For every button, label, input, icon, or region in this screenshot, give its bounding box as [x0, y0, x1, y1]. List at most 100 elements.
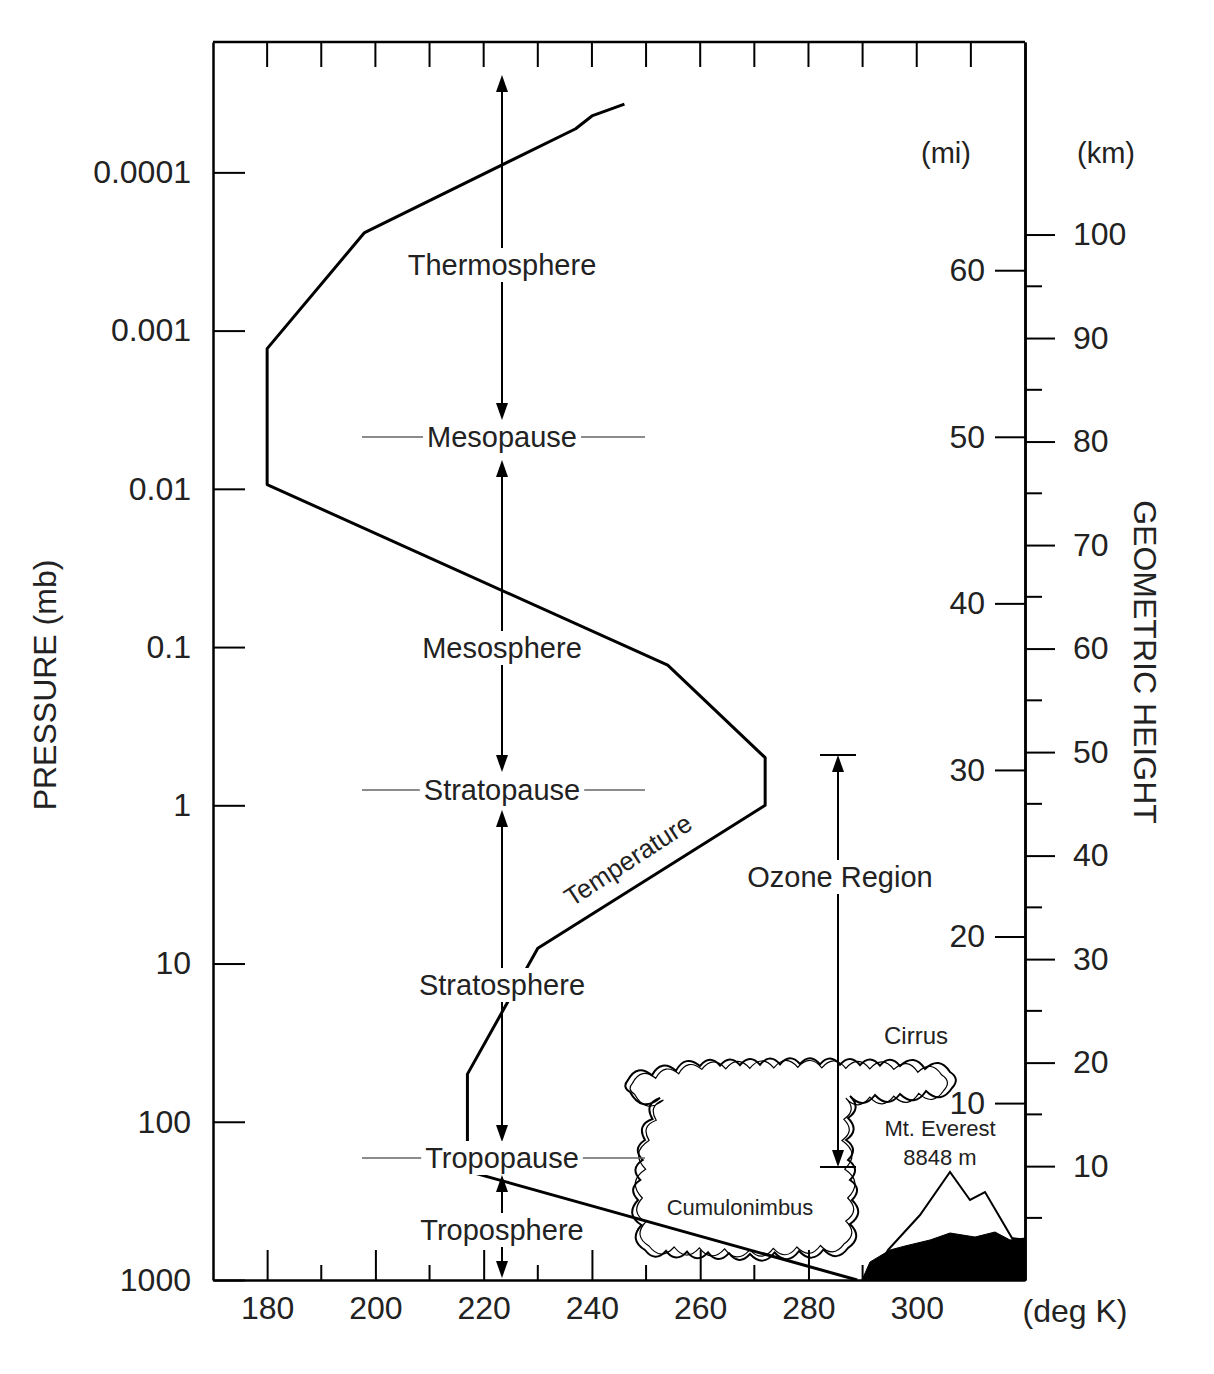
tick-mark [995, 769, 1025, 771]
tick-mark [699, 42, 701, 67]
tick-mark [1025, 492, 1042, 494]
tick-label: 0.1 [147, 629, 191, 665]
annotation-labels: ThermosphereMesopauseMesosphereStratopau… [404, 248, 996, 1247]
tick-label: 1000 [120, 1262, 191, 1298]
tick-mark [213, 330, 245, 332]
annotation-text: Troposphere [420, 1214, 583, 1246]
annotation-text: Cirrus [884, 1022, 948, 1049]
annotation: Mt. Everest [884, 1116, 995, 1141]
tick-mark [1025, 234, 1055, 236]
tick-mark [213, 1121, 245, 1123]
tick-mark [267, 1250, 269, 1280]
tick: 300 [891, 1250, 944, 1326]
tick-mark [916, 1250, 918, 1280]
tick-mark [374, 42, 376, 67]
frame-top [213, 41, 1025, 44]
tick-mark [1025, 855, 1055, 857]
annotation: Cumulonimbus [667, 1195, 814, 1220]
label-background [423, 420, 581, 454]
tick-label: 60 [949, 252, 985, 288]
tick-label: 100 [1073, 216, 1126, 252]
tick: 220 [457, 1250, 510, 1326]
arrow-head [496, 1175, 508, 1192]
tick-mark [862, 42, 864, 67]
axis-line [212, 43, 215, 1281]
label-background [743, 860, 936, 894]
y-axis: 10001001010.10.010.0010.0001 [93, 43, 245, 1298]
tick-mark [995, 1103, 1025, 1105]
tick: 240 [566, 1250, 619, 1326]
annotation-text: Mesopause [427, 421, 577, 453]
tick: 0.0001 [93, 154, 245, 190]
tick: 180 [241, 1250, 294, 1326]
label-background [404, 248, 601, 282]
tick: 40 [1025, 837, 1109, 873]
tick-mark [700, 1250, 702, 1280]
annotation: Troposphere [416, 1213, 587, 1247]
tick-mark [807, 42, 809, 67]
tick-mark [591, 1250, 593, 1280]
tick-label: 300 [891, 1290, 944, 1326]
tick: 200 [349, 1250, 402, 1326]
tick: 40 [949, 585, 1025, 621]
arrow-head [496, 810, 508, 827]
tick-mark [753, 1265, 755, 1280]
tick-mark [213, 963, 245, 965]
tick-label: 90 [1073, 320, 1109, 356]
tick-mark [429, 42, 431, 67]
arrow-head [496, 75, 508, 92]
annotation-text: Cumulonimbus [667, 1195, 814, 1220]
tick-label: 30 [949, 752, 985, 788]
tick-label: 0.0001 [93, 154, 191, 190]
tick: 280 [782, 1250, 835, 1326]
tick-mark [266, 42, 268, 67]
tick-label: 20 [1073, 1044, 1109, 1080]
tick-mark [995, 603, 1025, 605]
tick-label: 80 [1073, 423, 1109, 459]
tick: 50 [949, 419, 1025, 455]
tick-mark [995, 936, 1025, 938]
tick-mark [1025, 752, 1055, 754]
tick: 0.1 [147, 629, 245, 665]
series-label: Temperature [559, 808, 698, 913]
tick: 60 [949, 252, 1025, 288]
tick: 0.01 [129, 471, 245, 507]
axis-line [1024, 43, 1027, 1281]
label-background [421, 1141, 583, 1175]
tick-mark [320, 1265, 322, 1280]
label-background [418, 631, 586, 665]
x-axis-title: (deg K) [1023, 1293, 1128, 1329]
label-background [416, 1213, 587, 1247]
annotations [362, 75, 856, 1278]
tick: 100 [1025, 216, 1126, 252]
arrow-head [496, 1261, 508, 1278]
tick-mark [1025, 441, 1055, 443]
tick-mark [753, 42, 755, 67]
tick: 100 [138, 1104, 245, 1140]
tick-mark [970, 1265, 972, 1280]
tick-mark [1025, 1217, 1042, 1219]
tick-label: 10 [1073, 1148, 1109, 1184]
tick-label: 280 [782, 1290, 835, 1326]
tick-label: 40 [949, 585, 985, 621]
annotation-text: Thermosphere [408, 249, 597, 281]
tick-mark [1025, 648, 1055, 650]
tick: 20 [949, 918, 1025, 954]
tick: 0.001 [111, 312, 245, 348]
annotation: Stratosphere [415, 968, 589, 1002]
tick-mark [429, 1265, 431, 1280]
annotation: Ozone Region [743, 860, 936, 894]
tick-mark [1025, 1062, 1055, 1064]
tick-label: 260 [674, 1290, 727, 1326]
arrow-head [496, 460, 508, 477]
miles-axis: 102030405060 [949, 43, 1025, 1281]
arrow-head [496, 1125, 508, 1142]
annotation-text: Tropopause [425, 1142, 579, 1174]
tick-mark [375, 1250, 377, 1280]
tick: 60 [1025, 630, 1109, 666]
tick-mark [862, 1265, 864, 1280]
tick-label: 50 [949, 419, 985, 455]
tick-mark [995, 270, 1025, 272]
tick-mark [916, 42, 918, 67]
tick-mark [645, 1265, 647, 1280]
